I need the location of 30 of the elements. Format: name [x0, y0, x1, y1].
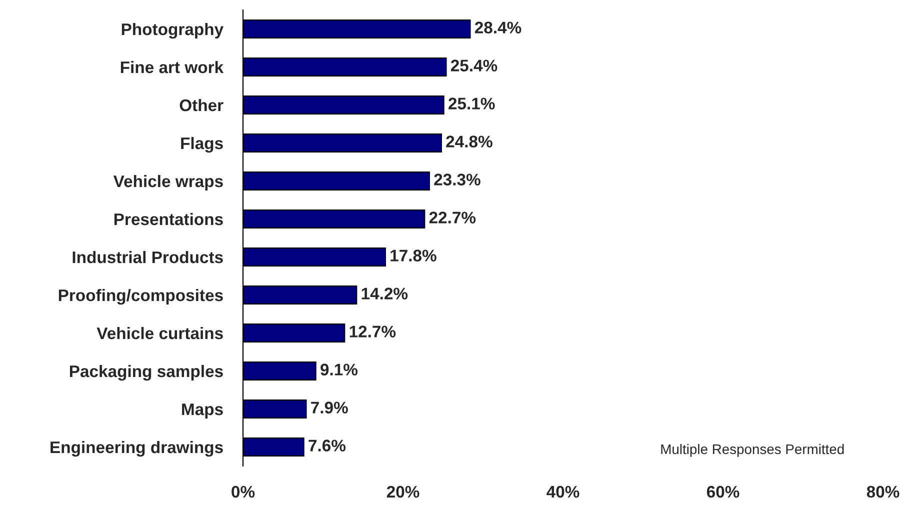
y-tick-label: Proofing/composites: [58, 288, 223, 305]
annotation: Multiple Responses Permitted: [661, 444, 844, 457]
x-tick-label: 20%: [386, 486, 420, 498]
data-label: 22.7%: [429, 212, 476, 224]
data-label: 7.6%: [308, 440, 346, 452]
x-tick-label: 80%: [866, 486, 900, 498]
x-tick-label: 60%: [706, 486, 740, 498]
y-tick-label: Packaging samples: [70, 364, 223, 381]
y-tick-label: Vehicle curtains: [96, 326, 223, 340]
y-tick-label: Engineering drawings: [50, 440, 223, 457]
y-tick-label: Other: [180, 98, 224, 112]
y-tick-label: Fine art work: [120, 60, 224, 74]
y-tick-label: Presentations: [114, 212, 223, 226]
data-label: 12.7%: [350, 326, 396, 338]
y-tick-label: Flags: [181, 136, 223, 153]
data-label: 28.4%: [474, 22, 522, 34]
data-label: 25.1%: [448, 98, 495, 110]
data-label: 14.2%: [362, 288, 408, 300]
y-tick-label: Industrial Products: [72, 250, 223, 264]
data-label: 23.3%: [434, 174, 480, 186]
data-label: 9.1%: [320, 364, 358, 376]
y-tick-label: Vehicle wraps: [113, 174, 223, 190]
data-label: 25.4%: [450, 60, 498, 72]
data-label: 24.8%: [446, 136, 492, 148]
y-tick-label: Photography: [122, 22, 224, 39]
data-label: 17.8%: [390, 250, 436, 262]
x-tick-label: 0%: [232, 486, 255, 498]
y-tick-label: Maps: [182, 404, 223, 418]
x-tick-label: 40%: [546, 486, 580, 498]
data-label: 7.9%: [311, 402, 348, 414]
